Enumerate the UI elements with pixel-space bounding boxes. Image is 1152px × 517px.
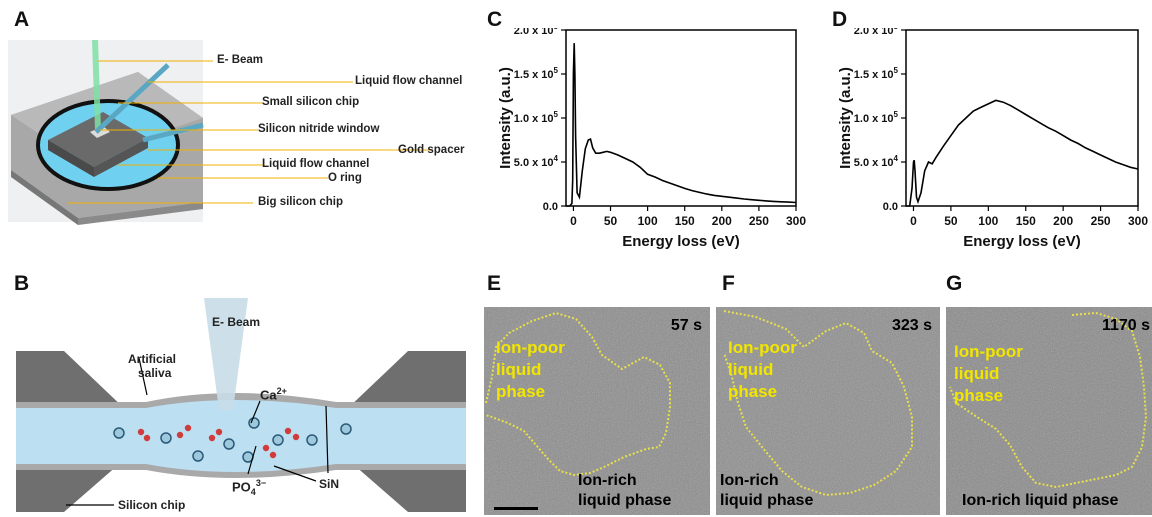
label-po4-ion: PO43− [232, 478, 266, 497]
chart-c-y-axis-label: Intensity (a.u.) [497, 67, 514, 169]
chart-c-y-tick-label: 5.0 x 104 [514, 154, 559, 169]
ca-text: Ca [260, 387, 277, 403]
ion-poor-label-e: Ion-poor liquid phase [496, 337, 565, 403]
chart-c-y-tick-label: 1.5 x 105 [514, 66, 559, 81]
ion-rich-label-g: Ion-rich liquid phase [962, 492, 1119, 509]
time-label-e: 57 s [670, 317, 702, 334]
micrograph-e: 57 s Ion-poor liquid phase Ion-rich liquid … [484, 307, 710, 515]
ion-poor-line3: phase [954, 386, 1004, 405]
label-gold-spacer: Gold spacer [398, 144, 465, 156]
chart-c-x-tick-label: 0 [570, 214, 577, 228]
chart-d-x-tick-label: 150 [1016, 214, 1036, 228]
chart-d-x-tick-label: 0 [910, 214, 917, 228]
ion-rich-label-e: Ion-rich liquid phase [578, 471, 671, 511]
po-sub: 4 [250, 486, 256, 497]
chart-d-x-tick-label: 250 [1091, 214, 1111, 228]
chart-c-plot-frame [565, 29, 797, 207]
ion-rich-label-f: Ion-rich liquid phase [720, 471, 813, 511]
ion-poor-line3: phase [496, 382, 546, 401]
chart-c-x-tick-label: 200 [712, 214, 732, 228]
chart-d: 0 50 100 150 200 250 300 0.0 5.0 x 104 1.0 x 105 1… [837, 28, 1148, 250]
ion-rich-line2: liquid phase [720, 492, 814, 509]
ion-poor-label-g: Ion-poor liquid phase [954, 341, 1023, 407]
ca-charge: 2+ [276, 386, 287, 396]
label-liquid-flow-channel-top: Liquid flow channel [355, 75, 463, 87]
chart-c-spectrum-line [566, 43, 797, 207]
po-charge: 3− [255, 478, 267, 488]
panel-label-d: D [832, 8, 848, 31]
chart-c-x-tick-label: 150 [675, 214, 695, 228]
panel-a-schematic [8, 40, 478, 230]
label-liquid-flow-channel-bottom: Liquid flow channel [262, 158, 370, 170]
label-artificial: Artificial [128, 352, 177, 366]
ion-poor-line2: liquid [954, 364, 1000, 383]
chart-c-x-tick-label: 300 [786, 214, 806, 228]
panel-label-e: E [487, 272, 502, 295]
time-label-g: 1170 s [1101, 317, 1150, 334]
label-saliva: saliva [138, 366, 172, 380]
chart-d-x-tick-label: 300 [1128, 214, 1148, 228]
chart-c-y-tick-label: 2.0 x 105 [514, 28, 559, 37]
chart-d-y-tick-label: 1.0 x 105 [854, 110, 899, 125]
panel-b-schematic [16, 298, 466, 512]
liquid-cell-illustration [8, 40, 433, 225]
cross-section-illustration [16, 298, 466, 512]
micrograph-f: 323 s Ion-poor liquid phase Ion-rich liquid… [716, 307, 940, 515]
panel-label-b: B [14, 272, 30, 295]
chart-c-x-tick-label: 50 [604, 214, 618, 228]
chart-d-y-tick-label: 5.0 x 104 [854, 154, 899, 169]
ion-poor-line1: Ion-poor [954, 342, 1023, 361]
ion-poor-line2: liquid [496, 360, 542, 379]
panel-label-g: G [946, 272, 963, 295]
ion-rich-line1: Ion-rich [578, 472, 637, 489]
chart-c-x-tick-label: 100 [638, 214, 658, 228]
ion-poor-label-f: Ion-poor liquid phase [728, 337, 797, 403]
time-label-f: 323 s [891, 317, 932, 334]
chart-c-y-tick-label: 1.0 x 105 [514, 110, 559, 125]
scale-bar [494, 507, 538, 510]
ion-rich-line2: liquid phase [578, 492, 672, 509]
ion-rich-line1: Ion-rich [720, 472, 779, 489]
chart-d-y-tick-label: 0.0 [883, 201, 898, 213]
label-o-ring: O ring [328, 172, 362, 184]
chart-d-x-axis-label: Energy loss (eV) [963, 233, 1081, 250]
ion-poor-line3: phase [728, 382, 778, 401]
chart-d-x-tick-label: 200 [1053, 214, 1073, 228]
label-e-beam: E- Beam [217, 54, 264, 66]
chart-c: 0 50 100 150 200 250 300 0.0 5.0 x 104 1.0 x 105 1… [497, 28, 806, 250]
panel-label-a: A [14, 8, 30, 31]
chart-d-plot-frame [905, 29, 1139, 207]
chart-d-y-tick-label: 1.5 x 105 [854, 66, 899, 81]
chart-d-x-tick-label: 100 [978, 214, 998, 228]
label-silicon-nitride-window: Silicon nitride window [258, 123, 380, 135]
label-silicon-chip: Silicon chip [118, 498, 186, 512]
panel-label-c: C [487, 8, 503, 31]
label-small-silicon-chip: Small silicon chip [262, 96, 360, 108]
chart-d-x-tick-label: 50 [944, 214, 958, 228]
micrograph-g: 1170 s Ion-poor liquid phase Ion-rich liqu… [946, 307, 1152, 515]
micrograph-f-texture [716, 307, 940, 515]
micrograph-g-texture [946, 307, 1152, 515]
ion-poor-line1: Ion-poor [496, 338, 565, 357]
ion-poor-line2: liquid [728, 360, 774, 379]
label-big-silicon-chip: Big silicon chip [258, 196, 343, 208]
panel-label-f: F [722, 272, 735, 295]
label-ca-ion: Ca2+ [260, 386, 287, 402]
chart-c-y-tick-label: 0.0 [543, 201, 558, 213]
micrograph-e-texture [484, 307, 710, 515]
chart-d-y-axis-label: Intensity (a.u.) [837, 67, 854, 169]
chart-c-x-tick-label: 250 [749, 214, 769, 228]
label-sin: SiN [319, 477, 340, 491]
chart-d-y-tick-label: 2.0 x 105 [854, 28, 899, 37]
chart-c-x-axis-label: Energy loss (eV) [622, 233, 740, 250]
ion-poor-line1: Ion-poor [728, 338, 797, 357]
po-text: PO [232, 479, 251, 495]
chart-d-spectrum-line [906, 99, 1139, 207]
label-b-e-beam: E- Beam [212, 315, 261, 329]
